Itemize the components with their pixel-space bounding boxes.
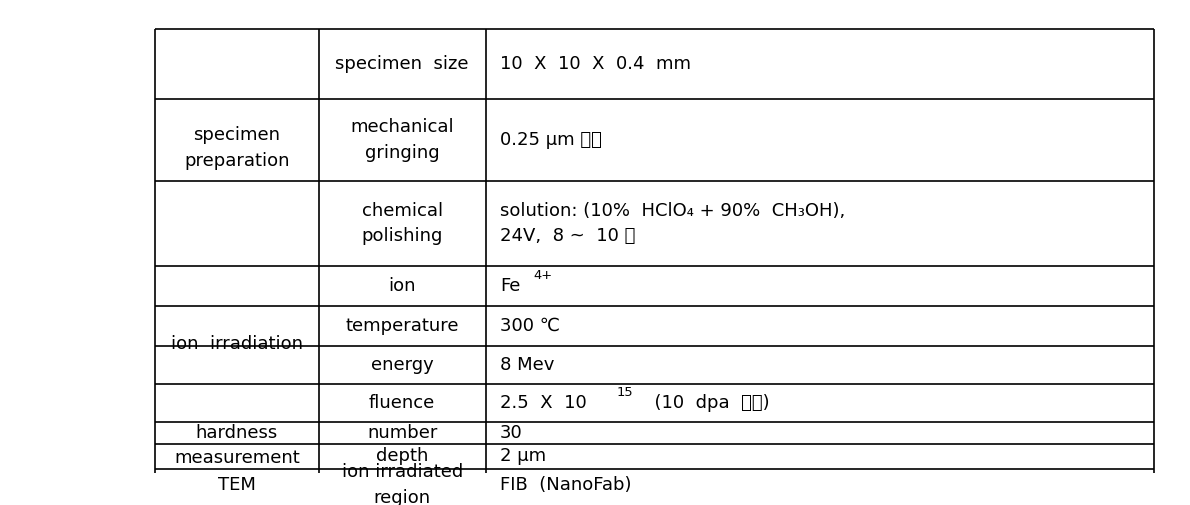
Text: chemical
polishing: chemical polishing <box>362 201 443 245</box>
Text: 2 μm: 2 μm <box>500 447 546 466</box>
Text: 4+: 4+ <box>533 269 552 282</box>
Text: 30: 30 <box>500 424 522 442</box>
Text: 8 Mev: 8 Mev <box>500 356 555 374</box>
Text: solution: (10%  HClO₄ + 90%  CH₃OH),
24V,  8 ~  10 초: solution: (10% HClO₄ + 90% CH₃OH), 24V, … <box>500 201 845 245</box>
Text: ion  irradiation: ion irradiation <box>171 335 302 353</box>
Text: FIB  (NanoFab): FIB (NanoFab) <box>500 476 632 494</box>
Text: depth: depth <box>376 447 428 466</box>
Text: ion: ion <box>388 277 416 295</box>
Text: TEM: TEM <box>218 476 256 494</box>
Text: hardness
measurement: hardness measurement <box>174 424 300 467</box>
Text: (10  dpa  수준): (10 dpa 수준) <box>643 394 769 413</box>
Text: fluence: fluence <box>369 394 436 413</box>
Text: specimen  size: specimen size <box>336 56 469 73</box>
Text: temperature: temperature <box>345 317 459 335</box>
Text: 2.5  X  10: 2.5 X 10 <box>500 394 587 413</box>
Text: 15: 15 <box>616 386 633 399</box>
Text: number: number <box>367 424 438 442</box>
Text: 0.25 μm 까지: 0.25 μm 까지 <box>500 131 602 149</box>
Text: specimen
preparation: specimen preparation <box>184 126 289 170</box>
Text: Fe: Fe <box>500 277 520 295</box>
Text: 300 ℃: 300 ℃ <box>500 317 559 335</box>
Text: mechanical
gringing: mechanical gringing <box>350 118 455 162</box>
Text: energy: energy <box>371 356 433 374</box>
Text: 10  X  10  X  0.4  mm: 10 X 10 X 0.4 mm <box>500 56 691 73</box>
Text: ion irradiated
region: ion irradiated region <box>342 464 463 505</box>
